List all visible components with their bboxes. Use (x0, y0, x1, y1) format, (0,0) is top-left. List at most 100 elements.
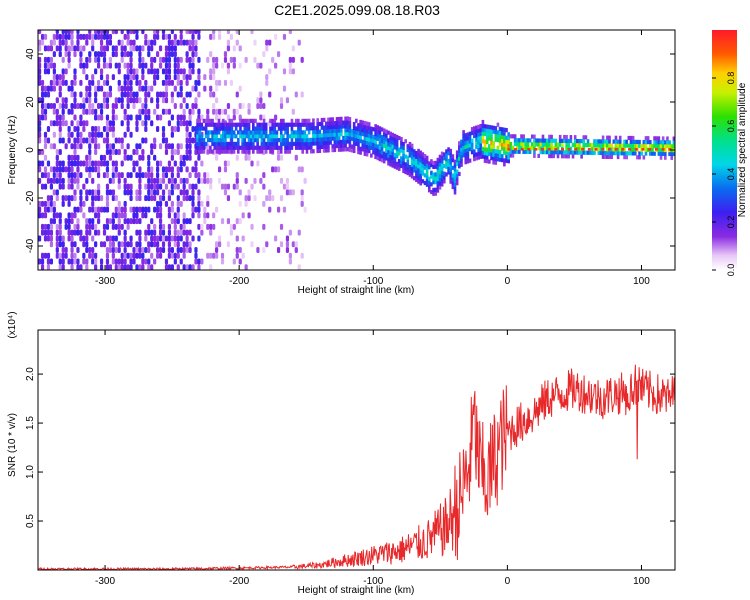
heatmap-cell (88, 91, 92, 98)
heatmap-cell (88, 229, 92, 236)
heatmap-cell (430, 189, 433, 195)
heatmap-cell (73, 212, 77, 219)
heatmap-cell (434, 160, 438, 166)
heatmap-cell (226, 149, 229, 154)
snr-y-scale-label: (x10⁴) (7, 311, 18, 338)
heatmap-cell (614, 139, 618, 144)
heatmap-cell (440, 155, 444, 160)
heatmap-cell (123, 33, 127, 40)
heatmap-cell (451, 173, 455, 178)
heatmap-cell (138, 166, 142, 173)
heatmap-cell (434, 172, 438, 177)
heatmap-cell (494, 126, 498, 131)
heatmap-cell (378, 149, 382, 154)
heatmap-cell (324, 136, 328, 142)
heatmap-cell (111, 108, 115, 115)
heatmap-cell (567, 142, 571, 147)
heatmap-cell (58, 51, 62, 58)
heatmap-cell (503, 162, 506, 167)
heatmap-cell (462, 133, 465, 139)
heatmap-cell (297, 134, 300, 139)
heatmap-cell (363, 121, 367, 126)
heatmap-cell (64, 120, 68, 127)
heatmap-cell (61, 68, 65, 75)
heatmap-cell (141, 172, 145, 179)
heatmap-cell (97, 218, 101, 225)
heatmap-cell (46, 229, 51, 236)
heatmap-cell (621, 151, 624, 156)
heatmap-cell (188, 183, 192, 190)
heatmap-cell (273, 122, 277, 127)
heatmap-cell (38, 62, 42, 69)
heatmap-cell (453, 163, 457, 168)
heatmap-cell (153, 241, 157, 248)
heatmap-cell (372, 127, 375, 132)
heatmap-cell (38, 177, 42, 184)
heatmap-cell (324, 148, 328, 153)
heatmap-cell (481, 154, 485, 159)
heatmap-cell (38, 137, 42, 144)
heatmap-cell (185, 102, 189, 109)
heatmap-cell (458, 145, 461, 150)
heatmap-cell (150, 264, 154, 270)
heatmap-cell (279, 118, 283, 123)
heatmap-cell (370, 126, 373, 131)
heatmap-cell (144, 97, 148, 104)
heatmap-cell (61, 195, 65, 202)
heatmap-cell (565, 134, 568, 140)
heatmap-cell (320, 133, 324, 138)
heatmap-cell (99, 102, 104, 109)
heatmap-cell (417, 164, 420, 169)
heatmap-cell (38, 235, 42, 242)
heatmap-cell (256, 246, 260, 253)
heatmap-cell (563, 150, 566, 155)
heatmap-cell (243, 149, 247, 154)
colorbar-tick-label: 0.2 (726, 216, 736, 229)
heatmap-cell (479, 131, 483, 136)
heatmap-cell (52, 218, 56, 225)
heatmap-cell (264, 122, 268, 127)
heatmap-cell (631, 135, 635, 141)
heatmap-cell (427, 165, 431, 170)
heatmap-cell (61, 183, 65, 190)
heatmap-cell (111, 166, 115, 173)
heatmap-cell (453, 171, 457, 176)
heatmap-cell (200, 149, 204, 154)
heatmap-cell (361, 147, 365, 152)
heatmap-cell (99, 51, 104, 58)
heatmap-cell (123, 235, 127, 242)
heatmap-cell (212, 223, 216, 230)
heatmap-cell (268, 91, 272, 98)
heatmap-cell (466, 159, 470, 164)
heatmap-cell (483, 131, 487, 137)
heatmap-cell (123, 131, 127, 138)
heatmap-cell (191, 200, 195, 207)
heatmap-cell (235, 183, 239, 190)
heatmap-cell (209, 223, 213, 230)
heatmap-cell (460, 151, 463, 156)
heatmap-cell (297, 166, 301, 173)
heatmap-cell (91, 189, 95, 196)
heatmap-cell (220, 258, 225, 265)
heatmap-cell (153, 108, 157, 115)
heatmap-cell (43, 212, 48, 219)
heatmap-cell (158, 223, 163, 230)
heatmap-cell (303, 130, 307, 135)
heatmap-cell (46, 85, 51, 92)
heatmap-cell (185, 51, 189, 58)
heatmap-cell (129, 51, 133, 58)
heatmap-cell (170, 246, 174, 253)
heatmap-cell (58, 177, 62, 184)
heatmap-cell (156, 102, 160, 109)
heatmap-cell (587, 148, 591, 151)
heatmap-cell (256, 145, 259, 150)
heatmap-cell (327, 136, 330, 141)
heatmap-cell (197, 91, 201, 98)
heatmap-cell (198, 149, 201, 154)
heatmap-cell (215, 126, 219, 131)
heatmap-cell (43, 154, 48, 161)
heatmap-cell (213, 134, 217, 139)
heatmap-cell (305, 149, 309, 154)
heatmap-cell (503, 150, 506, 155)
heatmap-cell (374, 151, 377, 156)
